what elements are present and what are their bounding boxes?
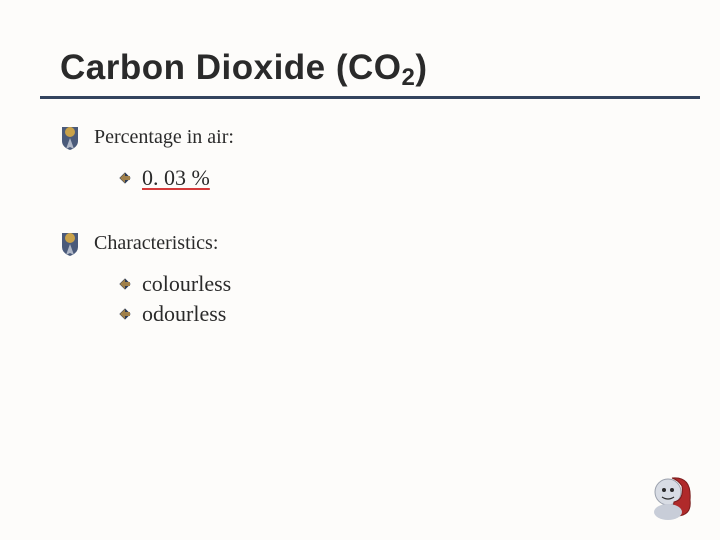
content-area: Percentage in air: 0. 03 % Character: [0, 99, 720, 327]
list-item: 0. 03 %: [118, 165, 720, 191]
list-item: odourless: [118, 301, 720, 327]
list-item: colourless: [118, 271, 720, 297]
section-gap: [56, 195, 720, 229]
slide-title: Carbon Dioxide (CO2): [60, 48, 720, 88]
shield-orb-icon: [56, 229, 84, 257]
title-main: Carbon Dioxide (CO: [60, 48, 402, 87]
mascot-logo-icon: [642, 470, 694, 522]
shield-orb-icon: [56, 123, 84, 151]
arrow-diamond-icon: [118, 307, 132, 321]
section-heading: Percentage in air:: [56, 123, 720, 151]
section-label: Percentage in air:: [94, 126, 234, 149]
section-label: Characteristics:: [94, 232, 218, 255]
slide-container: Carbon Dioxide (CO2) Percentage in air:: [0, 0, 720, 540]
title-close: ): [415, 48, 427, 87]
title-block: Carbon Dioxide (CO2): [0, 0, 720, 99]
arrow-diamond-icon: [118, 277, 132, 291]
title-subscript: 2: [402, 64, 416, 91]
percentage-value: 0. 03 %: [142, 165, 210, 191]
arrow-diamond-icon: [118, 171, 132, 185]
section-heading: Characteristics:: [56, 229, 720, 257]
characteristic-item: colourless: [142, 271, 231, 297]
characteristic-item: odourless: [142, 301, 226, 327]
